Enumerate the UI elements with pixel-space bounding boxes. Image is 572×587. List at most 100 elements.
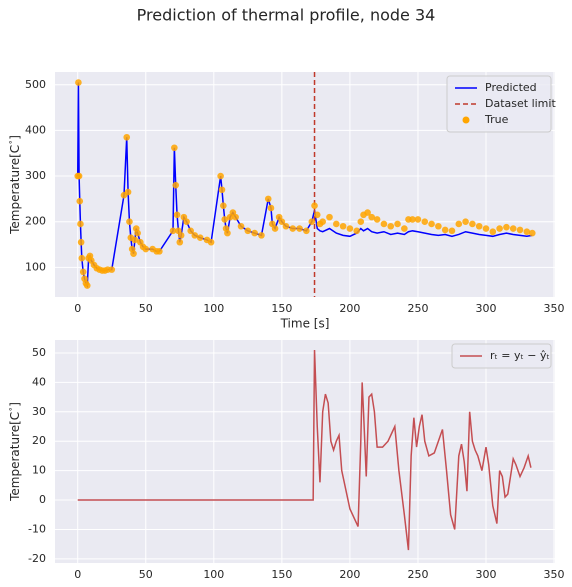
- scatter-point: [187, 227, 194, 235]
- legend-label: Predicted: [485, 81, 537, 94]
- scatter-point: [156, 248, 163, 255]
- legend-box: [446, 75, 552, 133]
- scatter-point: [75, 79, 82, 86]
- figure-title: Prediction of thermal profile, node 34: [137, 6, 436, 25]
- scatter-point: [131, 236, 139, 244]
- x-tick-label: 300: [476, 568, 497, 581]
- legend-label: Dataset limit: [485, 97, 556, 110]
- x-tick-label: 250: [407, 302, 428, 315]
- scatter-point: [278, 218, 286, 225]
- scatter-point: [196, 234, 204, 241]
- scatter-point: [142, 245, 150, 253]
- y-axis-label: Temperature[C∘]: [6, 135, 22, 235]
- scatter-point: [258, 232, 265, 239]
- scatter-point: [296, 225, 303, 232]
- scatter-point: [368, 213, 375, 221]
- y-axis-label-part: ]: [8, 135, 22, 140]
- scatter-point: [326, 213, 333, 221]
- scatter-point: [251, 229, 258, 237]
- y-tick-label: 400: [25, 123, 46, 136]
- scatter-point: [364, 209, 371, 216]
- y-axis-label: Temperature[C∘]: [6, 402, 22, 502]
- scatter-point: [387, 222, 395, 230]
- y-tick-label: -10: [28, 522, 46, 535]
- scatter-point: [171, 144, 178, 152]
- scatter-point: [224, 229, 231, 237]
- scatter-point: [357, 218, 365, 225]
- scatter-point: [267, 204, 275, 212]
- scatter-point: [173, 211, 181, 219]
- plot-area: [55, 340, 555, 563]
- scatter-point: [124, 188, 132, 196]
- series-line: [77, 349, 532, 551]
- scatter-point: [221, 216, 229, 223]
- scatter-point: [380, 220, 388, 228]
- x-tick-label: 0: [74, 302, 81, 315]
- scatter-point: [313, 211, 321, 219]
- scatter-point: [303, 227, 310, 235]
- scatter-point: [333, 220, 340, 228]
- scatter-point: [469, 220, 476, 228]
- scatter-point: [76, 197, 84, 205]
- scatter-point: [503, 223, 510, 231]
- legend-box: [451, 343, 552, 369]
- scatter-point: [177, 232, 185, 239]
- scatter-point: [319, 218, 326, 225]
- y-tick-label: 40: [32, 375, 46, 388]
- scatter-point: [218, 186, 226, 194]
- scatter-point: [289, 225, 297, 232]
- scatter-point: [232, 213, 239, 221]
- scatter-point: [108, 266, 116, 273]
- scatter-point: [282, 222, 290, 230]
- x-axis-label: Time [s]: [280, 317, 330, 331]
- scatter-point: [271, 225, 279, 232]
- x-tick-label: 200: [339, 568, 360, 581]
- scatter-point: [489, 228, 497, 236]
- scatter-point: [482, 225, 490, 232]
- scatter-point: [441, 226, 449, 234]
- scatter-point: [169, 227, 177, 235]
- scatter-point: [130, 250, 137, 257]
- scatter-point: [220, 202, 227, 210]
- scatter-point: [496, 225, 503, 232]
- scatter-point: [311, 202, 318, 210]
- y-tick-label: 200: [25, 215, 46, 228]
- y-tick-label: 100: [25, 260, 46, 273]
- x-tick-label: 150: [271, 568, 292, 581]
- y-tick-label: 50: [32, 346, 46, 359]
- y-tick-label: -20: [28, 552, 46, 565]
- scatter-point: [264, 195, 272, 203]
- scatter-point: [462, 218, 469, 225]
- legend-label: True: [484, 113, 509, 126]
- y-axis-label-part: ]: [8, 402, 22, 407]
- x-tick-label: 50: [139, 568, 153, 581]
- x-tick-label: 350: [544, 302, 565, 315]
- scatter-point: [475, 222, 483, 230]
- scatter-point: [75, 172, 83, 180]
- scatter-point: [421, 218, 429, 225]
- y-tick-label: 300: [25, 169, 46, 182]
- scatter-point: [123, 133, 131, 141]
- y-tick-label: 0: [39, 493, 46, 506]
- y-axis-label-part: ∘: [6, 407, 15, 412]
- x-tick-label: 350: [544, 568, 565, 581]
- scatter-point: [414, 216, 422, 223]
- scatter-point: [207, 238, 215, 246]
- scatter-point: [244, 227, 252, 235]
- scatter-point: [172, 181, 180, 189]
- x-tick-label: 100: [203, 302, 224, 315]
- y-tick-label: 20: [32, 434, 46, 447]
- plot-layer: [74, 72, 536, 297]
- scatter-point: [79, 268, 87, 276]
- y-axis-label-part: Temperature[C: [8, 145, 22, 235]
- x-tick-label: 200: [339, 302, 360, 315]
- scatter-point: [448, 227, 456, 235]
- legend-label: rₜ = yₜ − ŷₜ: [490, 349, 550, 362]
- legend-marker: [462, 116, 470, 124]
- x-tick-label: 300: [476, 302, 497, 315]
- scatter-point: [83, 282, 91, 289]
- x-tick-label: 150: [271, 302, 292, 315]
- scatter-point: [176, 238, 184, 246]
- y-axis-label-part: Temperature[C: [8, 412, 22, 502]
- scatter-point: [183, 218, 190, 225]
